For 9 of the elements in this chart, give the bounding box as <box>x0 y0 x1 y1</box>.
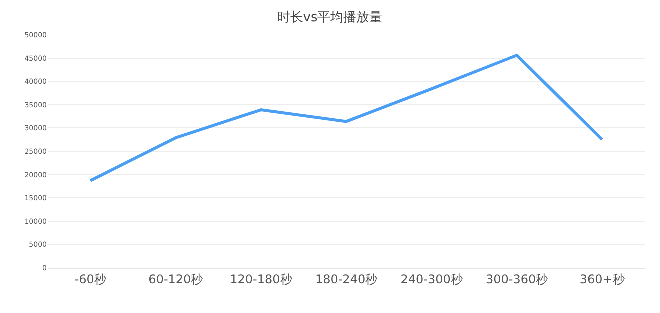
x-tick-label: 300-360秒 <box>486 272 548 286</box>
x-tick-label: 360+秒 <box>580 272 625 286</box>
x-tick-label: 120-180秒 <box>230 272 292 286</box>
line-series <box>89 54 604 182</box>
x-tick-label: 240-300秒 <box>400 272 463 286</box>
x-tick-label: 180-240秒 <box>315 272 378 286</box>
x-tick-label: -60秒 <box>74 272 106 286</box>
x-tick-label: 60-120秒 <box>148 272 204 286</box>
chart-title: 时长vs平均播放量 <box>277 10 383 26</box>
